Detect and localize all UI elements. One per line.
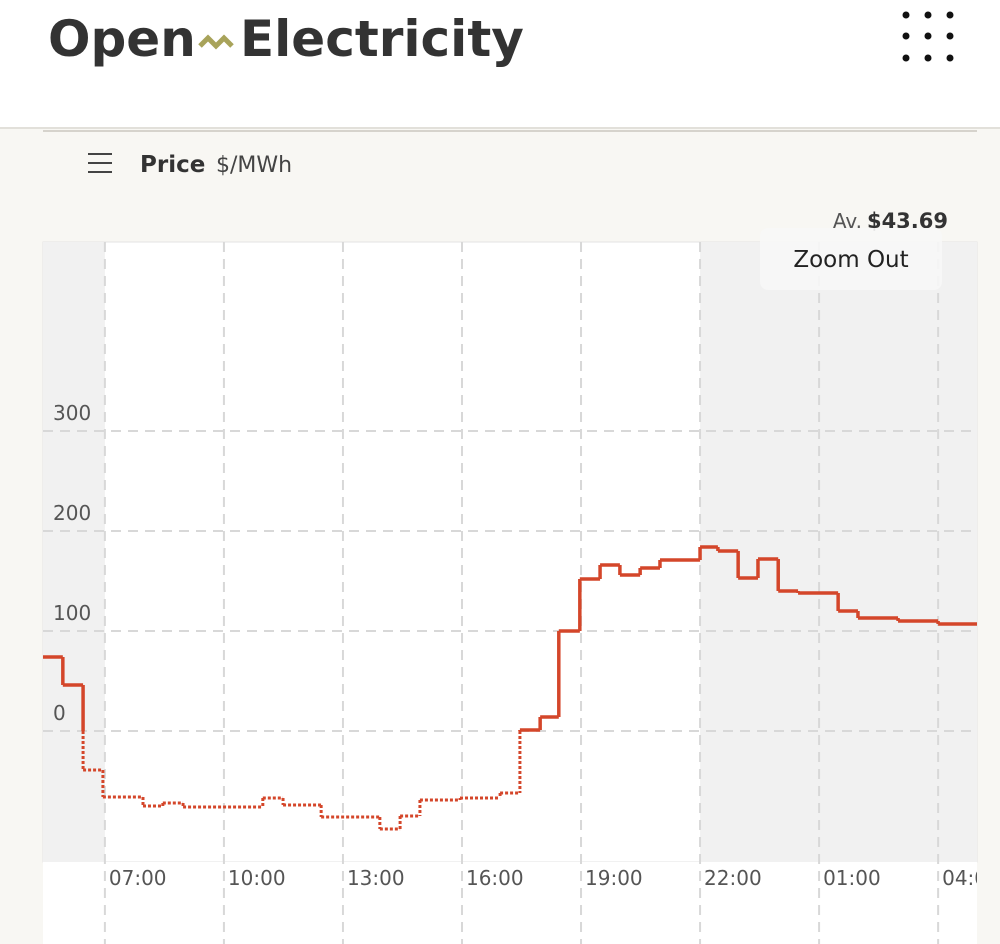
x-tick-label: 10:00 [228,866,286,890]
panel-title: Price [140,152,205,178]
x-tick-label: 07:00 [109,866,167,890]
x-tick-label: 19:00 [585,866,643,890]
x-tick-label: 16:00 [466,866,524,890]
night-band [43,242,105,862]
y-tick-label: 0 [53,701,66,725]
menu-dots[interactable] [902,11,954,62]
night-band [700,242,977,862]
x-tick-label: 22:00 [704,866,762,890]
x-tick-label: 04:00 [942,866,1000,890]
x-tick-label: 13:00 [347,866,405,890]
logo-open[interactable]: Open [48,10,196,68]
chart: 0 100 200 300 07:00 10:00 13:00 16:00 19:00 22:00… [43,242,1000,944]
axis-area [43,862,977,944]
y-tick-label: 300 [53,401,91,425]
panel-unit: $/MWh [216,153,292,178]
x-tick-label: 01:00 [823,866,881,890]
header [0,0,1000,128]
zoom-out-label[interactable]: Zoom Out [793,247,908,273]
hamburger[interactable] [88,153,112,173]
logo-mark [198,34,234,50]
y-tick-label: 100 [53,601,91,625]
zoom-out-button[interactable] [760,228,942,290]
logo-electricity[interactable]: Electricity [240,10,524,68]
y-tick-label: 200 [53,501,91,525]
